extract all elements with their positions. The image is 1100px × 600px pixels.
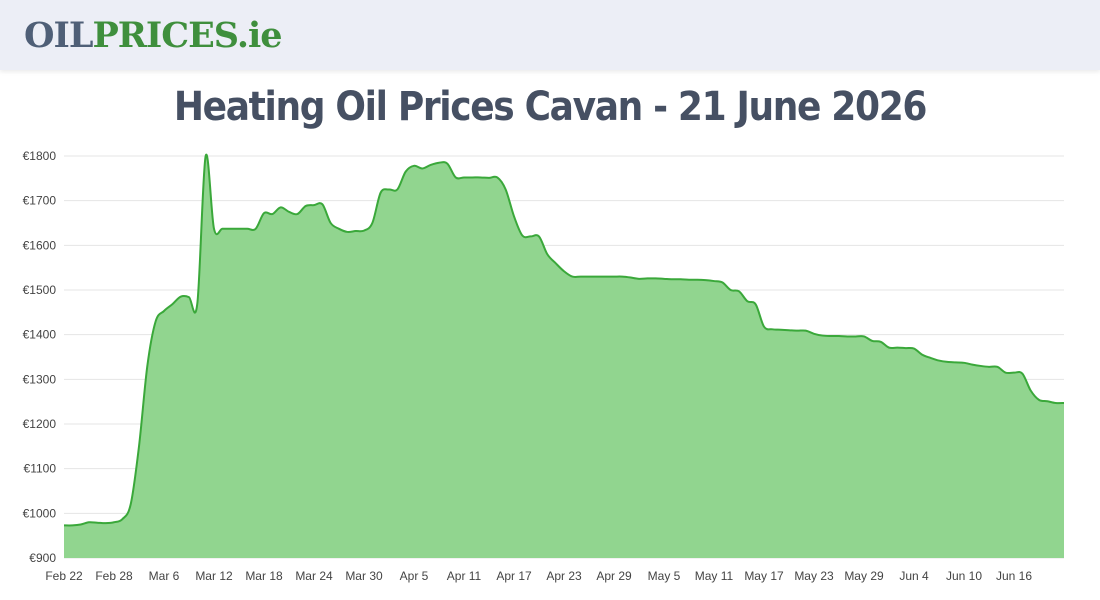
site-header: OILPRICES.ie (0, 0, 1100, 70)
x-tick-label: May 5 (648, 569, 681, 583)
x-tick-label: May 23 (794, 569, 834, 583)
x-tick-label: Mar 30 (345, 569, 383, 583)
x-tick-label: Feb 22 (45, 569, 83, 583)
x-tick-label: Mar 6 (149, 569, 180, 583)
logo-tld: .ie (236, 15, 283, 56)
x-tick-label: Apr 23 (546, 569, 582, 583)
x-tick-label: Jun 10 (946, 569, 982, 583)
x-tick-label: Mar 12 (195, 569, 233, 583)
site-logo[interactable]: OILPRICES.ie (24, 15, 283, 56)
x-tick-label: Jun 16 (996, 569, 1032, 583)
price-line (63, 153, 1065, 527)
page-title: Heating Oil Prices Cavan - 21 June 2026 (173, 84, 928, 130)
logo-oil: OIL (24, 15, 93, 56)
logo-prices: PRICES (92, 15, 237, 56)
x-tick-label: Apr 5 (400, 569, 429, 583)
y-tick-label: €1400 (23, 328, 57, 342)
x-tick-label: Apr 17 (496, 569, 532, 583)
y-tick-label: €1200 (23, 417, 57, 431)
x-tick-label: Apr 29 (596, 569, 632, 583)
y-tick-label: €1800 (23, 149, 57, 163)
x-tick-label: Feb 28 (95, 569, 133, 583)
x-tick-label: Mar 18 (245, 569, 283, 583)
y-tick-label: €1600 (23, 238, 57, 252)
y-tick-label: €1100 (24, 462, 57, 476)
x-tick-label: May 11 (695, 569, 734, 583)
y-axis-ticks: €900 €1000 €1100 €1200 €1300 €1400 €1500 €1600 €… (23, 149, 57, 565)
y-tick-label: €1300 (23, 372, 57, 386)
y-tick-label: €1000 (23, 506, 57, 520)
x-tick-label: Apr 11 (447, 569, 482, 583)
x-axis-ticks: Feb 22 Feb 28 Mar 6 Mar 12 Mar 18 Mar 24 Mar 3… (45, 569, 1032, 583)
x-tick-label: May 17 (744, 569, 784, 583)
x-tick-label: Jun 4 (899, 569, 929, 583)
price-area (64, 154, 1064, 558)
y-tick-label: €1500 (23, 283, 57, 297)
y-tick-label: €900 (29, 551, 56, 565)
x-tick-label: May 29 (844, 569, 884, 583)
x-tick-label: Mar 24 (295, 569, 333, 583)
y-tick-label: €1700 (23, 194, 57, 208)
